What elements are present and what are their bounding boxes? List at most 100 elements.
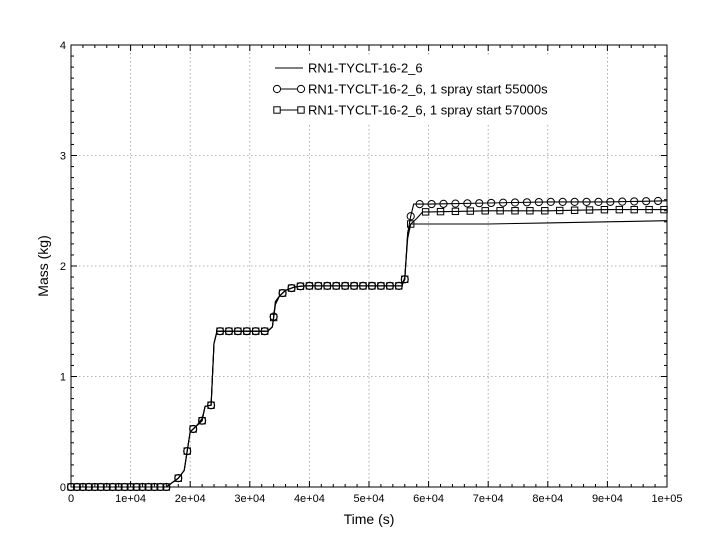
legend: RN1-TYCLT-16-2_6 RN1-TYCLT-16-2_6, 1 spr… xyxy=(264,55,594,123)
circle-marker xyxy=(415,200,424,209)
legend-sample-circle xyxy=(272,84,306,94)
square-marker xyxy=(341,282,349,290)
x-axis-label: Time (s) xyxy=(344,511,395,527)
square-marker xyxy=(386,282,394,290)
square-marker xyxy=(359,282,367,290)
legend-square-marker xyxy=(297,106,305,114)
legend-label-spray-55000: RN1-TYCLT-16-2_6, 1 spray start 55000s xyxy=(308,82,548,97)
circle-marker xyxy=(487,198,496,208)
x-tick-label: 5e+04 xyxy=(354,493,385,505)
square-marker xyxy=(451,207,460,216)
x-tick-label: 8e+04 xyxy=(532,493,563,505)
square-marker xyxy=(436,207,445,216)
circle-marker xyxy=(475,199,484,208)
x-tick-label: 9e+04 xyxy=(592,493,623,505)
legend-entry-spray-57000: RN1-TYCLT-16-2_6, 1 spray start 57000s xyxy=(273,103,548,118)
square-marker xyxy=(630,205,638,214)
circle-marker xyxy=(522,198,532,207)
square-marker xyxy=(269,313,278,322)
square-marker xyxy=(323,282,331,290)
square-marker xyxy=(174,474,182,482)
circle-marker xyxy=(618,197,627,206)
square-marker xyxy=(526,207,534,215)
square-marker xyxy=(261,327,269,335)
square-marker xyxy=(496,207,504,215)
x-tick-label: 4e+04 xyxy=(294,493,325,505)
square-marker xyxy=(421,208,430,216)
square-marker xyxy=(243,327,251,335)
square-marker xyxy=(305,282,314,290)
circle-marker xyxy=(439,199,448,208)
y-tick-label: 4 xyxy=(60,40,66,52)
square-marker xyxy=(252,327,260,335)
x-tick-label: 1e+04 xyxy=(115,493,146,505)
grid xyxy=(71,45,667,487)
x-tick-label: 2e+04 xyxy=(175,493,206,505)
square-marker xyxy=(556,206,564,215)
y-tick-label: 1 xyxy=(60,372,66,384)
series-line-spray-57000 xyxy=(71,209,667,488)
square-marker xyxy=(395,282,403,290)
circle-marker xyxy=(534,197,543,207)
y-tick-labels: 0 1 2 3 4 xyxy=(60,40,66,494)
square-marker xyxy=(350,282,358,290)
square-marker xyxy=(377,282,385,290)
circle-marker xyxy=(451,199,460,208)
y-axis-label: Mass (kg) xyxy=(35,235,51,296)
y-tick-label: 2 xyxy=(60,261,66,273)
square-marker xyxy=(234,327,242,335)
plot-frame xyxy=(70,44,668,488)
square-marker xyxy=(541,207,549,215)
square-marker xyxy=(198,417,206,425)
x-tick-label: 3e+04 xyxy=(234,493,265,505)
circle-marker xyxy=(606,197,615,206)
x-tick-label: 1e+05 xyxy=(652,493,683,505)
square-marker xyxy=(466,207,475,215)
circle-marker xyxy=(642,197,651,206)
circle-marker xyxy=(558,197,567,207)
circle-marker xyxy=(630,197,639,206)
x-tick-labels: 0 1e+04 2e+04 3e+04 4e+04 5e+04 6e+04 7e+04 8e+0… xyxy=(68,493,683,505)
legend-label-spray-57000: RN1-TYCLT-16-2_6, 1 spray start 57000s xyxy=(308,103,548,118)
square-marker xyxy=(287,284,296,292)
square-marker xyxy=(615,205,624,214)
square-marker xyxy=(401,275,409,283)
circle-marker xyxy=(427,199,436,209)
square-marker xyxy=(570,206,579,214)
legend-entry-spray-55000: RN1-TYCLT-16-2_6, 1 spray start 55000s xyxy=(272,82,548,97)
legend-label-base: RN1-TYCLT-16-2_6 xyxy=(308,61,423,76)
square-marker xyxy=(481,207,489,215)
square-marker xyxy=(645,205,653,214)
legend-background xyxy=(264,55,594,123)
legend-sample-square xyxy=(273,106,305,114)
square-marker xyxy=(296,282,305,290)
legend-circle-marker xyxy=(272,84,282,94)
square-marker xyxy=(407,220,415,228)
x-tick-label: 6e+04 xyxy=(413,493,444,505)
square-marker xyxy=(278,289,287,297)
circle-marker xyxy=(499,198,508,207)
square-marker xyxy=(189,425,197,433)
square-marker xyxy=(216,327,224,335)
circle-marker xyxy=(582,197,591,207)
legend-square-marker xyxy=(273,106,281,114)
square-marker xyxy=(585,206,594,214)
x-tick-label: 7e+04 xyxy=(473,493,504,505)
square-marker xyxy=(368,282,376,290)
x-tick-label: 0 xyxy=(68,493,74,505)
legend-circle-marker xyxy=(296,84,306,94)
y-tick-label: 0 xyxy=(60,482,66,494)
circle-marker xyxy=(510,198,520,207)
circle-marker xyxy=(546,197,555,207)
legend-entry-base: RN1-TYCLT-16-2_6 xyxy=(275,61,423,76)
circle-marker xyxy=(653,196,663,206)
square-marker xyxy=(225,327,233,335)
square-marker xyxy=(600,206,609,214)
circle-marker xyxy=(570,197,579,207)
y-tick-label: 3 xyxy=(60,151,66,163)
square-marker xyxy=(314,282,323,290)
square-marker xyxy=(183,447,191,455)
circle-marker xyxy=(594,197,603,207)
